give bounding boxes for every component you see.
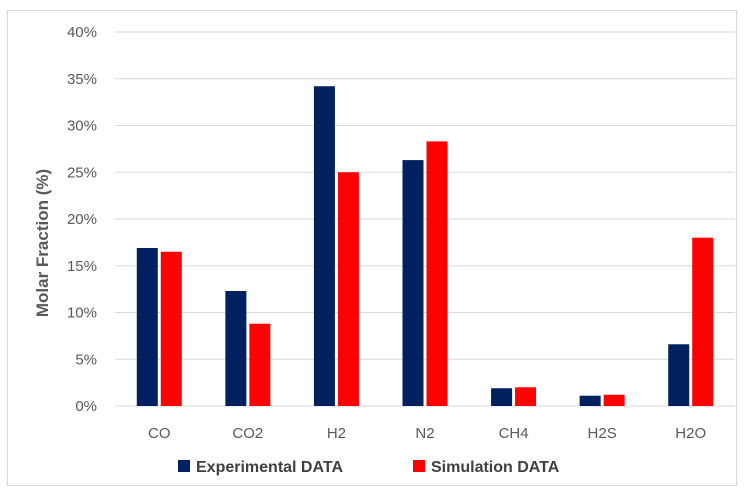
bar-simulation-co bbox=[160, 251, 182, 406]
x-tick-label: CO2 bbox=[232, 425, 263, 442]
x-tick-label: N2 bbox=[415, 425, 434, 442]
y-tick-label: 30% bbox=[67, 118, 97, 135]
x-tick-label: H2S bbox=[588, 425, 617, 442]
legend: Experimental DATA Simulation DATA bbox=[178, 459, 560, 476]
bar-experimental-co2 bbox=[225, 290, 247, 406]
x-tick-label: CH4 bbox=[499, 425, 529, 442]
bar-simulation-ch4 bbox=[515, 387, 537, 406]
legend-swatch bbox=[178, 460, 190, 472]
gridlines bbox=[115, 31, 735, 360]
x-axis-tick-labels: CO CO2 H2 N2 CH4 H2S H2O bbox=[148, 425, 706, 442]
y-axis-tick-labels: 0% 5% 10% 15% 20% 25% 30% 35% 40% bbox=[67, 24, 97, 415]
y-tick-label: 35% bbox=[67, 71, 97, 88]
bar-simulation-n2 bbox=[426, 141, 448, 406]
bar-simulation-h2 bbox=[337, 172, 359, 406]
y-axis-title: Molar Fraction (%) bbox=[33, 169, 52, 317]
y-tick-label: 20% bbox=[67, 211, 97, 228]
bar-simulation-h2s bbox=[603, 394, 625, 406]
bar-experimental-co bbox=[136, 247, 158, 406]
y-tick-label: 15% bbox=[67, 258, 97, 275]
bars bbox=[136, 86, 714, 406]
y-tick-label: 40% bbox=[67, 24, 97, 41]
bar-experimental-h2s bbox=[579, 395, 601, 406]
x-tick-label: H2O bbox=[675, 425, 706, 442]
legend-label: Experimental DATA bbox=[196, 459, 343, 476]
bar-experimental-h2 bbox=[313, 86, 335, 406]
bar-simulation-co2 bbox=[249, 323, 271, 406]
bar-experimental-ch4 bbox=[491, 388, 513, 406]
x-tick-label: CO bbox=[148, 425, 171, 442]
y-tick-label: 10% bbox=[67, 305, 97, 322]
bar-experimental-n2 bbox=[402, 160, 424, 406]
y-tick-label: 5% bbox=[75, 351, 97, 368]
bar-simulation-h2o bbox=[692, 237, 714, 406]
legend-label: Simulation DATA bbox=[431, 459, 560, 476]
chart-frame bbox=[7, 10, 737, 486]
legend-swatch bbox=[413, 460, 425, 472]
y-tick-label: 25% bbox=[67, 164, 97, 181]
bar-experimental-h2o bbox=[668, 344, 690, 406]
y-tick-label: 0% bbox=[75, 398, 97, 415]
x-tick-label: H2 bbox=[327, 425, 346, 442]
